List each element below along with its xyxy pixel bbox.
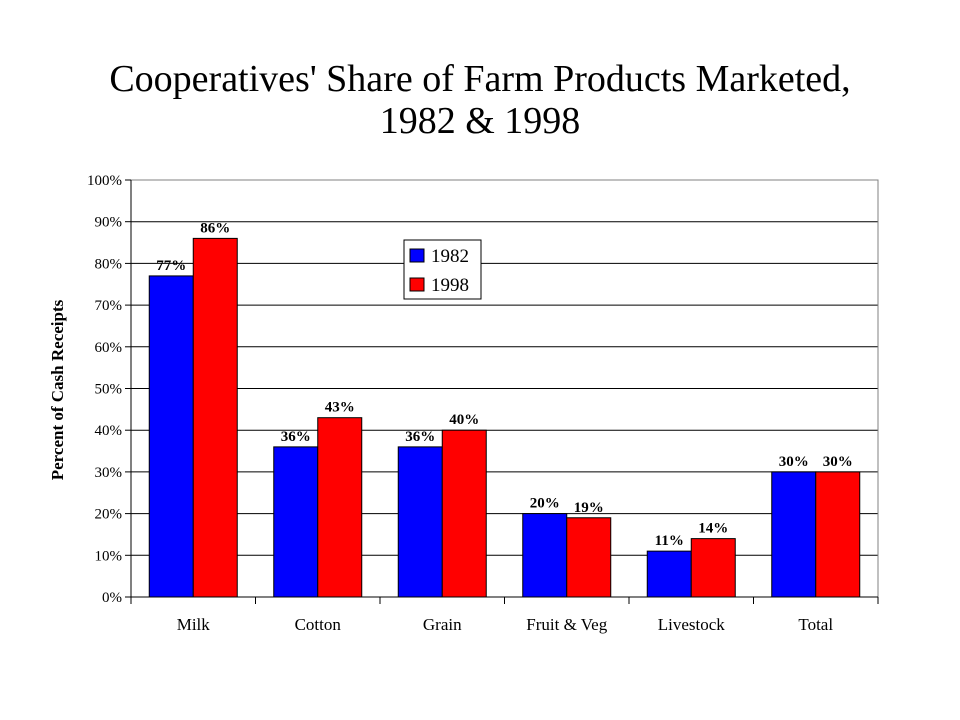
chart-title: Cooperatives' Share of Farm Products Mar…: [109, 58, 851, 100]
y-tick-label: 30%: [95, 465, 123, 481]
x-tick-label: Total: [798, 615, 833, 634]
bar-1982-milk: [148, 275, 194, 598]
y-tick-label: 50%: [95, 382, 123, 398]
data-label: 86%: [200, 220, 230, 236]
bar-1998-cotton: [317, 417, 363, 598]
legend: 1982 1998: [403, 239, 482, 300]
x-tick-label: Grain: [423, 615, 462, 634]
x-tick-label: Cotton: [295, 615, 342, 634]
legend-swatch-1998: [409, 277, 425, 292]
legend-swatch-1982: [409, 248, 425, 263]
data-label: 11%: [655, 533, 684, 549]
data-labels: 77% 86% 36% 43% 36% 40% 20% 19% 11% 14% 30% 30%: [156, 220, 853, 549]
data-label: 14%: [698, 521, 728, 537]
y-tick-labels: 0% 10% 20% 30% 40% 50% 60% 70% 80% 90% 100%: [87, 173, 122, 606]
y-tick-label: 10%: [95, 548, 123, 564]
gridlines: [131, 221, 878, 556]
data-label: 20%: [530, 496, 560, 512]
axes: [125, 179, 879, 604]
data-label: 19%: [574, 500, 604, 516]
data-label: 43%: [325, 400, 355, 416]
legend-label-1982: 1982: [431, 246, 469, 267]
y-tick-label: 80%: [95, 256, 123, 272]
y-axis-label: Percent of Cash Receipts: [48, 299, 67, 480]
x-tick-labels: Milk Cotton Grain Fruit & Veg Livestock Total: [177, 615, 834, 634]
y-tick-label: 100%: [87, 173, 122, 189]
bar-1998-milk: [192, 237, 238, 598]
bar-1982-grain: [397, 446, 443, 598]
y-tick-label: 60%: [95, 340, 123, 356]
data-label: 30%: [823, 454, 853, 470]
y-tick-label: 90%: [95, 215, 123, 231]
bar-1998-total: [815, 471, 861, 598]
y-tick-label: 0%: [102, 590, 122, 606]
y-tick-label: 70%: [95, 298, 123, 314]
bar-1982-cotton: [273, 446, 319, 598]
legend-label-1998: 1998: [431, 275, 469, 296]
bar-1998-fruit-veg: [566, 517, 612, 598]
chart-title-line2: 1982 & 1998: [379, 100, 581, 142]
y-tick-label: 20%: [95, 507, 123, 523]
x-tick-label: Fruit & Veg: [526, 615, 607, 634]
data-label: 30%: [779, 454, 809, 470]
y-tick-label: 40%: [95, 423, 123, 439]
data-label: 36%: [405, 429, 435, 445]
data-label: 77%: [156, 258, 186, 274]
bar-1982-livestock: [646, 550, 692, 598]
x-tick-label: Livestock: [658, 615, 726, 634]
data-label: 40%: [449, 412, 479, 428]
x-tick-label: Milk: [177, 615, 211, 634]
bars: [148, 237, 861, 598]
bar-1982-fruit-veg: [522, 513, 568, 598]
bar-1982-total: [771, 471, 817, 598]
bar-1998-grain: [441, 429, 487, 598]
bar-1998-livestock: [690, 538, 736, 598]
data-label: 36%: [281, 429, 311, 445]
